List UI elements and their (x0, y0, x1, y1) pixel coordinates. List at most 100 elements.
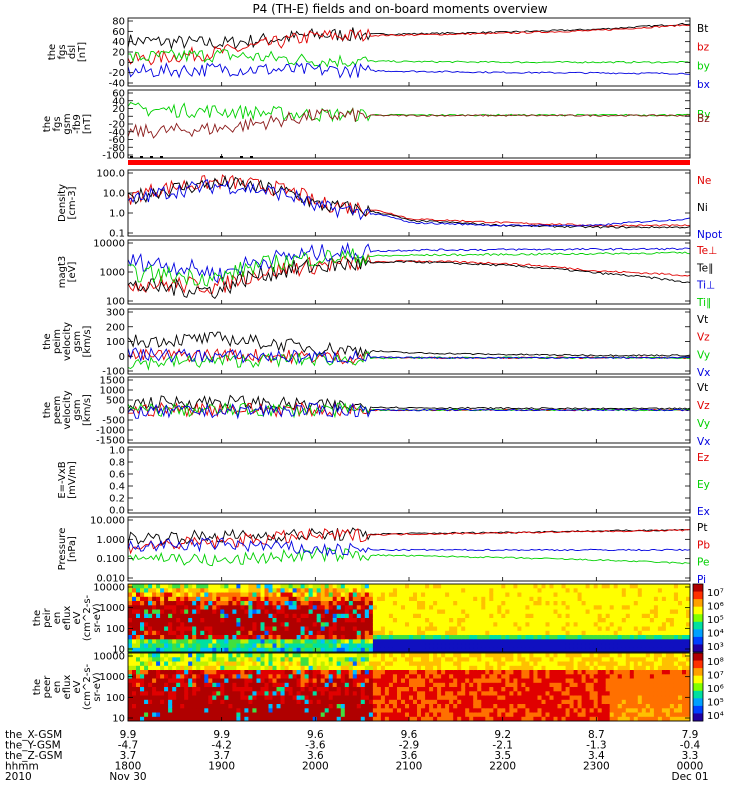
legend-entry: Ez (697, 452, 710, 464)
x-tick-label: 9.6 (307, 729, 324, 741)
panel-temperature: 10000 1000 100 magt3 [eV] Te⊥ Te∥ Ti⊥ Ti∥ (57, 239, 717, 310)
mode-bar (128, 160, 690, 165)
x-tick-label: 3.6 (401, 750, 418, 762)
legend-entry: Vx (697, 436, 710, 448)
x-tick-label: 3.4 (588, 750, 605, 762)
x-tick-label: -3.6 (305, 740, 326, 752)
legend-entry: Ni (697, 202, 708, 214)
x-row-label: the_X-GSM (5, 729, 62, 741)
legend-entry: By (697, 109, 710, 121)
series-group (128, 241, 690, 300)
colorbar-label: 10⁷ (707, 588, 724, 599)
y-axis-label: -fb9 (72, 114, 83, 134)
legend-entry: Bz (697, 113, 710, 125)
panel-pressure: 10.000 1.000 0.100 0.010 Pressure [nPa] Pt Pb Pe… (57, 516, 710, 587)
panel-frame (127, 89, 691, 159)
y-axis-label: gsm (72, 399, 83, 420)
x-tick-label: 2300 (583, 761, 610, 773)
panel-frame (127, 308, 691, 375)
y-tick-label: 0.0 (109, 506, 125, 517)
x-tick-label: -4.2 (211, 740, 232, 752)
x-tick-label: 1900 (208, 761, 235, 773)
y-axis-label: [km/s] (82, 394, 93, 426)
series-line-Ne (128, 174, 690, 227)
y-axis-label: sr-eV) (92, 672, 103, 701)
y-tick-label: 20 (112, 48, 125, 59)
y-axis-label: gsm (62, 113, 73, 134)
x-tick-label: -4.7 (118, 740, 139, 752)
y-axis-label: the (32, 679, 43, 695)
panel-frame (127, 516, 691, 582)
series-line-Vx (128, 402, 690, 420)
x-row-label: the_Z-GSM (5, 750, 63, 762)
y-tick-label: 100 (106, 337, 125, 348)
series-line-Pi (128, 537, 690, 557)
y-axis-label: Density (57, 184, 68, 222)
series-group (128, 174, 690, 229)
y-tick-label: 1000 (100, 603, 125, 614)
legend-entry: bx (697, 79, 710, 91)
colorbar-label: 10⁷ (707, 671, 724, 682)
y-tick-label: 0 (119, 352, 125, 363)
y-axis-label: eflux (62, 606, 73, 631)
y-axis-label: magt3 (57, 256, 68, 289)
x-tick-label: -2.1 (492, 740, 513, 752)
colorbar-label: 10³ (707, 642, 724, 653)
y-tick-label: 40 (112, 37, 125, 48)
y-tick-label: -1000 (96, 426, 125, 437)
legend-entry: Te∥ (696, 262, 713, 274)
legend-entry: Pb (697, 539, 710, 551)
x-row-label: hhmm (5, 761, 39, 773)
y-axis-label: eV (72, 680, 83, 693)
series-group (128, 101, 690, 139)
y-tick-label: 1.0 (109, 446, 125, 457)
y-axis-label: en (52, 681, 63, 694)
y-axis-label: [nPa] (67, 536, 78, 562)
y-tick-label: 0.4 (109, 482, 125, 493)
y-tick-label: -40 (109, 127, 125, 138)
x-tick-label: 9.6 (401, 729, 418, 741)
y-axis-label: E=-VxB (57, 461, 68, 498)
y-tick-label: 40 (112, 96, 125, 107)
y-tick-label: -20 (109, 68, 125, 79)
y-axis-label: velocity (62, 322, 73, 361)
y-tick-label: 0 (119, 406, 125, 417)
series-line-Bz (128, 107, 690, 139)
y-tick-label: 10000 (93, 652, 125, 663)
y-tick-label: 10.0 (103, 189, 125, 200)
y-axis-label: eflux (62, 675, 73, 700)
y-tick-label: 100 (106, 693, 125, 704)
legend-entry: Pt (697, 522, 707, 534)
y-tick-label: 1000 (100, 386, 125, 397)
x-tick-label: 0000 (677, 761, 704, 773)
y-tick-label: 100 (106, 297, 125, 308)
y-axis-label: fgs (57, 44, 68, 59)
legend-entry: Vx (697, 367, 710, 379)
series-line-By (128, 101, 690, 123)
series-line-Vt (128, 394, 690, 415)
panel-efield: 1.00.80.60.40.20.0 E=-VxB [mV/m] Ez Ey Ex (57, 446, 710, 519)
legend-entry: Vy (697, 418, 710, 430)
panel-peim-velocity: 300 200 100 0 -100 the peim velocity gsm [km/s] Vt… (42, 308, 710, 380)
panel-density: 100.0 10.0 1.0 0.1 Density [cm-3] Ne Ni Npot (57, 169, 722, 242)
y-axis-label: (cm^2-s- (82, 594, 93, 641)
y-axis-label: eV (72, 611, 83, 624)
x-tick-label: 3.7 (120, 750, 137, 762)
y-axis-label: [mV/m] (67, 461, 78, 499)
legend-entry: Pe (697, 557, 709, 569)
series-group (128, 527, 690, 567)
y-tick-label: 10000 (93, 583, 125, 594)
y-axis-label: peir (42, 607, 53, 627)
y-tick-label: 1000 (100, 672, 125, 683)
y-tick-label: -100 (102, 151, 125, 162)
x-tick-label: 9.9 (213, 729, 230, 741)
y-tick-label: 60 (112, 27, 125, 38)
x-row-label: 2010 (5, 771, 32, 783)
legend-entry: Pi (697, 574, 706, 586)
x-row-label: the_Y-GSM (5, 740, 61, 752)
panel-peer-spec: 10⁸ 10⁷ 10⁶ 10⁵ 10⁴ 10000 1000 100 10 the peer en ef… (32, 652, 724, 725)
series-line-Npot (128, 179, 690, 227)
y-tick-label: 0 (119, 112, 125, 123)
